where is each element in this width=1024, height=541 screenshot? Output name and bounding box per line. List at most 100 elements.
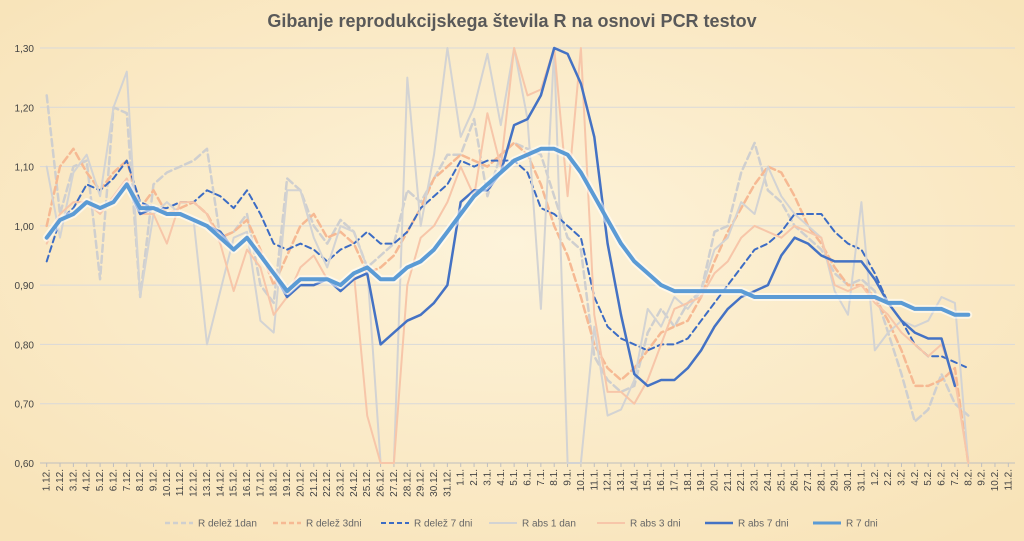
x-tick-label: 22.12. bbox=[322, 469, 333, 497]
x-tick-label: 24.12. bbox=[349, 469, 360, 497]
x-tick-label: 1.2. bbox=[870, 469, 881, 486]
x-tick-label: 8.12. bbox=[135, 469, 146, 491]
x-tick-label: 5.12. bbox=[95, 469, 106, 491]
x-tick-label: 8.2. bbox=[963, 469, 974, 486]
x-tick-label: 11.1. bbox=[589, 469, 600, 491]
x-tick-label: 4.1. bbox=[496, 469, 507, 486]
legend-label: R abs 1 dan bbox=[522, 519, 576, 530]
x-tick-label: 2.12. bbox=[55, 469, 66, 491]
x-tick-label: 21.1. bbox=[723, 469, 734, 491]
x-tick-label: 25.1. bbox=[776, 469, 787, 491]
legend: R delež 1dan R delež 3dni R delež 7 dni R a… bbox=[165, 519, 878, 530]
x-tick-label: 26.1. bbox=[790, 469, 801, 491]
x-tick-label: 17.1. bbox=[669, 469, 680, 491]
x-tick-label: 23.12. bbox=[336, 469, 347, 497]
x-tick-label: 28.1. bbox=[816, 469, 827, 491]
x-tick-label: 6.12. bbox=[108, 469, 119, 491]
y-tick-label: 1,00 bbox=[15, 222, 35, 233]
x-tick-label: 28.12. bbox=[402, 469, 413, 497]
x-tick-label: 9.2. bbox=[977, 469, 988, 486]
x-tick-label: 29.1. bbox=[830, 469, 841, 491]
legend-label: R abs 7 dni bbox=[738, 519, 789, 530]
x-tick-label: 30.12. bbox=[429, 469, 440, 497]
x-tick-label: 21.12. bbox=[309, 469, 320, 497]
x-tick-label: 2.1. bbox=[469, 469, 480, 486]
y-tick-label: 1,20 bbox=[15, 103, 35, 114]
x-tick-label: 11.12. bbox=[175, 469, 186, 496]
x-tick-label: 10.2. bbox=[990, 469, 1001, 491]
x-tick-label: 7.1. bbox=[536, 469, 547, 486]
x-tick-label: 16.12. bbox=[242, 469, 253, 497]
y-tick-label: 0,60 bbox=[15, 459, 35, 470]
x-tick-label: 17.12. bbox=[255, 469, 266, 497]
x-tick-label: 24.1. bbox=[763, 469, 774, 491]
x-tick-label: 15.12. bbox=[229, 469, 240, 497]
x-tick-label: 15.1. bbox=[643, 469, 654, 491]
x-tick-label: 16.1. bbox=[656, 469, 667, 491]
x-tick-label: 11.2. bbox=[1003, 469, 1014, 491]
x-tick-label: 13.1. bbox=[616, 469, 627, 491]
y-axis-tick-labels: 0,60 0,70 0,80 0,90 1,00 1,10 1,20 1,30 bbox=[15, 44, 35, 470]
y-tick-label: 0,70 bbox=[15, 400, 35, 411]
series-layer bbox=[42, 46, 973, 465]
y-tick-label: 0,90 bbox=[15, 281, 35, 292]
x-tick-label: 20.12. bbox=[295, 469, 306, 497]
series-line-r-abs-3-dni bbox=[45, 47, 970, 464]
x-tick-label: 14.12. bbox=[215, 469, 226, 497]
x-tick-label: 6.2. bbox=[937, 469, 948, 486]
legend-label: R abs 3 dni bbox=[630, 519, 681, 530]
x-tick-label: 5.1. bbox=[509, 469, 520, 486]
x-tick-label: 29.12. bbox=[416, 469, 427, 497]
x-tick-label: 4.2. bbox=[910, 469, 921, 486]
legend-label: R delež 1dan bbox=[198, 519, 257, 530]
x-tick-label: 2.2. bbox=[883, 469, 894, 486]
x-tick-label: 31.12. bbox=[442, 469, 453, 497]
x-tick-label: 10.12. bbox=[162, 469, 173, 497]
x-tick-label: 3.2. bbox=[896, 469, 907, 486]
x-tick-label: 9.12. bbox=[149, 469, 160, 491]
x-axis-tick-labels: 1.12. 2.12. 3.12. 4.12. 5.12. 6.12. 7.12. 8.12.… bbox=[42, 463, 1014, 497]
series-line-r-abs-1-dan bbox=[45, 47, 970, 464]
x-tick-label: 12.12. bbox=[189, 469, 200, 497]
x-tick-label: 22.1. bbox=[736, 469, 747, 491]
x-tick-label: 19.1. bbox=[696, 469, 707, 491]
x-tick-label: 1.12. bbox=[42, 469, 53, 491]
x-tick-label: 18.12. bbox=[269, 469, 280, 497]
x-tick-label: 14.1. bbox=[629, 469, 640, 491]
legend-label: R delež 7 dni bbox=[414, 519, 472, 530]
x-tick-label: 7.12. bbox=[122, 469, 133, 491]
y-tick-label: 1,10 bbox=[15, 163, 35, 174]
legend-label: R 7 dni bbox=[846, 519, 878, 530]
x-tick-label: 3.12. bbox=[68, 469, 79, 491]
x-tick-label: 7.2. bbox=[950, 469, 961, 486]
x-tick-label: 31.1. bbox=[856, 469, 867, 491]
x-tick-label: 6.1. bbox=[523, 469, 534, 486]
x-tick-label: 27.1. bbox=[803, 469, 814, 491]
y-tick-label: 0,80 bbox=[15, 340, 35, 351]
series-line-r-7-dni bbox=[44, 146, 971, 317]
x-tick-label: 27.12. bbox=[389, 469, 400, 497]
x-tick-label: 25.12. bbox=[362, 469, 373, 497]
series-line-r-dele-7-dni bbox=[45, 159, 970, 370]
x-tick-label: 5.2. bbox=[923, 469, 934, 486]
legend-label: R delež 3dni bbox=[306, 519, 362, 530]
x-tick-label: 1.1. bbox=[456, 469, 467, 486]
x-tick-label: 13.12. bbox=[202, 469, 213, 497]
chart-title: Gibanje reprodukcijskega števila R na os… bbox=[267, 11, 756, 31]
x-tick-label: 18.1. bbox=[683, 469, 694, 491]
x-tick-label: 3.1. bbox=[482, 469, 493, 486]
y-tick-label: 1,30 bbox=[15, 44, 35, 55]
x-tick-label: 12.1. bbox=[603, 469, 614, 491]
x-tick-label: 4.12. bbox=[82, 469, 93, 491]
x-tick-label: 19.12. bbox=[282, 469, 293, 497]
x-tick-label: 23.1. bbox=[750, 469, 761, 491]
x-tick-label: 30.1. bbox=[843, 469, 854, 491]
x-tick-label: 8.1. bbox=[549, 469, 560, 486]
x-tick-label: 10.1. bbox=[576, 469, 587, 491]
x-tick-label: 26.12. bbox=[376, 469, 387, 497]
x-tick-label: 20.1. bbox=[709, 469, 720, 491]
x-tick-label: 9.1. bbox=[563, 469, 574, 486]
